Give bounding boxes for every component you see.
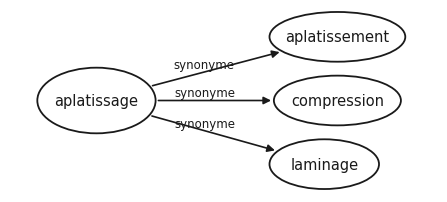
Ellipse shape <box>37 68 156 134</box>
Text: synonyme: synonyme <box>173 59 234 72</box>
Text: synonyme: synonyme <box>175 117 236 130</box>
Text: aplatissage: aplatissage <box>55 94 139 108</box>
Text: aplatissement: aplatissement <box>285 30 389 45</box>
Ellipse shape <box>270 13 405 62</box>
Text: synonyme: synonyme <box>175 87 236 100</box>
Text: compression: compression <box>291 94 384 108</box>
Ellipse shape <box>270 140 379 189</box>
Text: laminage: laminage <box>290 157 358 172</box>
Ellipse shape <box>274 76 401 126</box>
